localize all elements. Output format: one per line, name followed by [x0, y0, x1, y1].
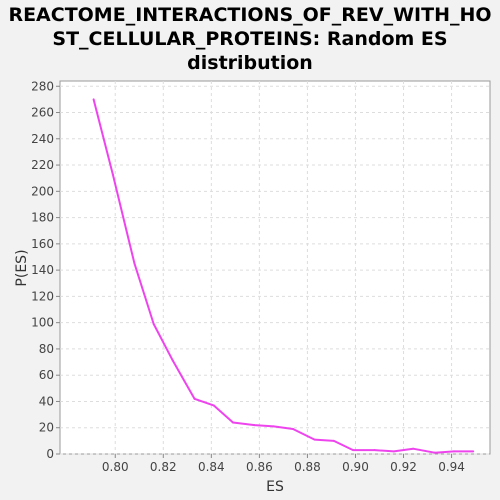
- y-tick-label: 80: [39, 342, 54, 356]
- chart-title-line-1: REACTOME_INTERACTIONS_OF_REV_WITH_HO: [8, 4, 492, 26]
- y-tick-label: 0: [46, 447, 54, 461]
- x-tick-label: 0.86: [246, 460, 273, 474]
- x-axis-label: ES: [266, 479, 284, 495]
- data-point: [472, 450, 475, 453]
- data-point: [231, 421, 234, 424]
- y-tick-label: 160: [31, 237, 54, 251]
- chart-title-line-3: distribution: [187, 52, 313, 74]
- data-point: [373, 449, 376, 452]
- chart-title-line-2: ST_CELLULAR_PROTEINS: Random ES: [52, 28, 448, 50]
- y-tick-label: 60: [39, 368, 54, 382]
- y-tick-label: 140: [31, 263, 54, 277]
- data-point: [212, 404, 215, 407]
- axis-layer: 0 20 40 60 80 100 120 140 160 180 200 220 240 260 280 0…: [31, 79, 465, 474]
- x-tick-label: 0.92: [390, 460, 417, 474]
- y-tick-label: 40: [39, 394, 54, 408]
- y-tick-label: 220: [31, 158, 54, 172]
- x-tick-label: 0.82: [150, 460, 177, 474]
- y-tick-label: 180: [31, 211, 54, 225]
- data-point: [352, 449, 355, 452]
- y-tick-label: 120: [31, 289, 54, 303]
- data-point: [332, 439, 335, 442]
- data-point: [272, 425, 275, 428]
- x-tick-label: 0.80: [102, 460, 129, 474]
- chart-title: REACTOME_INTERACTIONS_OF_REV_WITH_HO ST_…: [0, 3, 500, 75]
- data-point: [133, 262, 136, 265]
- x-tick-label: 0.88: [294, 460, 321, 474]
- y-tick-label: 260: [31, 106, 54, 120]
- y-tick-label: 200: [31, 184, 54, 198]
- data-point: [171, 359, 174, 362]
- y-tick-label: 280: [31, 79, 54, 93]
- x-tick-label: 0.90: [342, 460, 369, 474]
- data-point: [292, 428, 295, 431]
- plot-area: [59, 80, 491, 455]
- data-point: [452, 450, 455, 453]
- series-line: [92, 99, 474, 454]
- data-point: [313, 438, 316, 441]
- x-tick-label: 0.94: [438, 460, 465, 474]
- y-tick-label: 20: [39, 421, 54, 435]
- series-layer: [92, 98, 475, 454]
- y-tick-label: 100: [31, 316, 54, 330]
- data-point: [412, 447, 415, 450]
- data-point: [253, 424, 256, 427]
- x-tick-label: 0.84: [198, 460, 225, 474]
- y-axis-label: P(ES): [14, 249, 30, 286]
- data-point: [392, 450, 395, 453]
- data-point: [92, 98, 95, 101]
- data-point: [193, 397, 196, 400]
- data-point: [433, 451, 436, 454]
- data-point: [111, 173, 114, 176]
- data-point: [152, 322, 155, 325]
- grid-layer: [60, 81, 490, 455]
- y-tick-label: 240: [31, 132, 54, 146]
